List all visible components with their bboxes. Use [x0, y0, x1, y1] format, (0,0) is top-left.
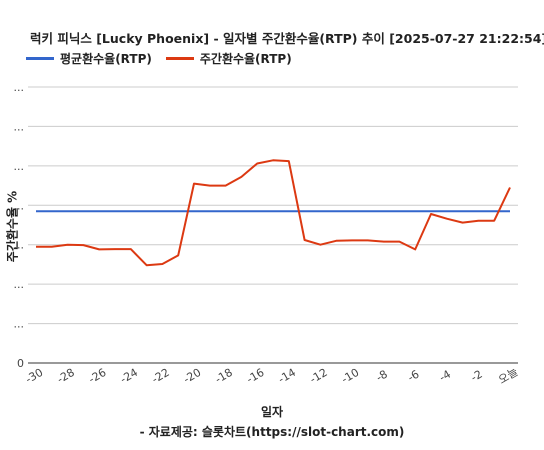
legend-label-weekly: 주간환수율(RTP) — [199, 52, 292, 66]
x-tick-label: -28 — [55, 366, 77, 386]
y-tick-label: 0 — [17, 357, 24, 370]
y-tick-label: ... — [14, 239, 25, 252]
y-tick-labels: 0..................... — [14, 81, 25, 370]
x-tick-label: -12 — [308, 366, 330, 386]
series-lines — [36, 159, 511, 267]
legend-item-average[interactable]: 평균환수율(RTP) — [26, 50, 152, 67]
x-tick-label: -26 — [86, 366, 108, 386]
y-tick-label: ... — [14, 278, 25, 291]
source-credit: - 자료제공: 슬롯차트(https://slot-chart.com) — [139, 425, 405, 439]
series-line-weekly — [36, 159, 511, 267]
x-tick-labels: -30 -28 -26 -24 -22 -20 -18 -16 -14 -12 -10 -8 -6 -4-… — [23, 365, 520, 386]
x-tick-label: -16 — [244, 366, 266, 386]
x-tick-label: -18 — [213, 366, 235, 386]
x-tick-label: -4 — [437, 368, 453, 385]
x-tick-label: -22 — [150, 366, 172, 386]
legend-swatch-weekly — [165, 57, 194, 60]
x-tick-label: 오늘 — [496, 365, 520, 386]
legend-swatch-average — [26, 57, 54, 60]
y-tick-label: ... — [14, 160, 25, 173]
y-tick-label: ... — [14, 199, 25, 212]
x-tick-label: -8 — [374, 368, 390, 385]
y-tick-label: ... — [14, 318, 25, 331]
legend-item-weekly[interactable]: 주간환수율(RTP) — [165, 50, 292, 67]
chart-title: 럭키 피닉스 [Lucky Phoenix] - 일자별 주간환수율(RTP) … — [30, 31, 544, 46]
grid-lines — [28, 86, 518, 364]
x-tick-label: -30 — [23, 366, 45, 386]
legend-label-average: 평균환수율(RTP) — [60, 52, 152, 66]
x-tick-label: -24 — [118, 366, 140, 386]
x-tick-label: -10 — [339, 366, 361, 386]
y-tick-label: ... — [14, 120, 25, 133]
x-tick-label: -14 — [276, 366, 298, 386]
x-tick-label: -20 — [181, 366, 203, 386]
y-tick-label: ... — [14, 81, 25, 94]
legend: 평균환수율(RTP) 주간환수율(RTP) — [26, 50, 306, 67]
x-tick-label: -6 — [405, 368, 421, 385]
y-axis-label: 주간환수율 % — [5, 190, 20, 263]
x-tick-label: -2 — [469, 368, 485, 385]
x-axis-label: 일자 — [260, 405, 284, 419]
